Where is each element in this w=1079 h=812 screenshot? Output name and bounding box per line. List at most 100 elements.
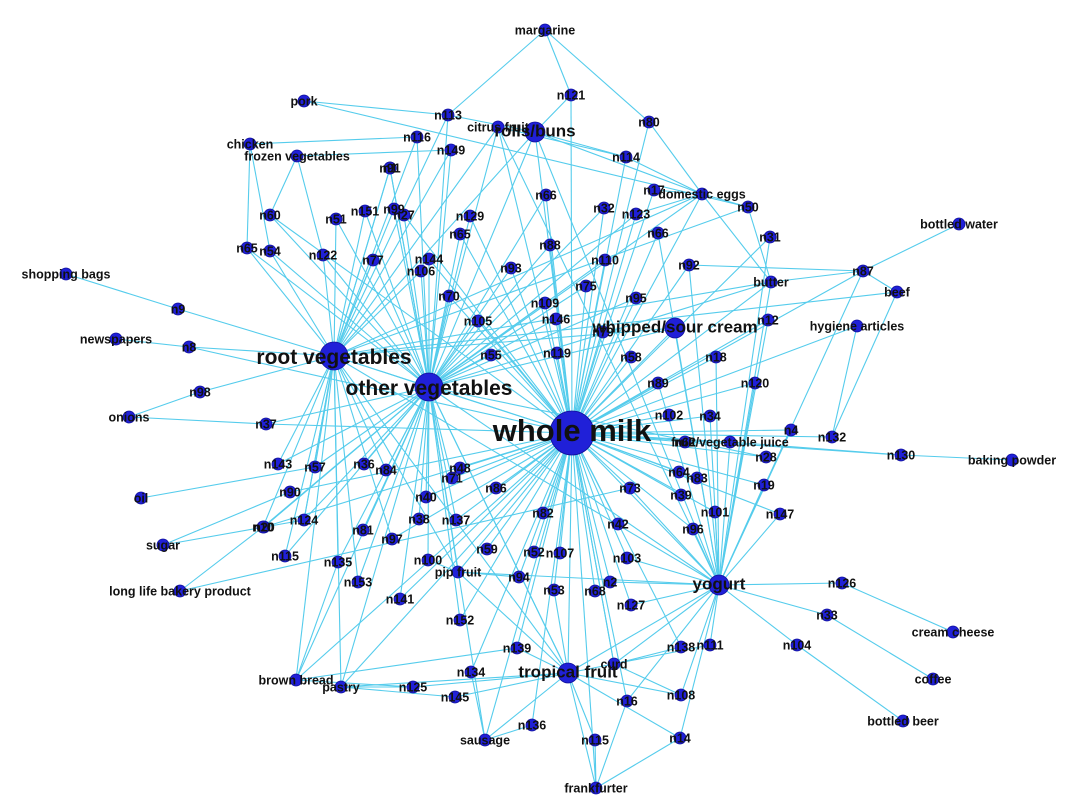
label-n121: n121 <box>557 89 586 103</box>
label-hygiene-articles: hygiene articles <box>810 320 905 334</box>
edge-whole_milk-yogurt <box>571 432 720 586</box>
node-n137 <box>449 513 463 527</box>
edge-n153-root_vegetables <box>333 355 359 583</box>
edge-n24-root_vegetables <box>303 355 335 521</box>
node-n93 <box>504 261 518 275</box>
node-rolls-buns <box>524 121 546 143</box>
edge-n108-yogurt <box>680 584 720 696</box>
edge-hygiene_articles-n132 <box>831 325 858 438</box>
edge-n2-whole_milk <box>571 432 611 583</box>
edge-frankfurter-n14 <box>595 737 681 789</box>
label-n105: n105 <box>464 315 493 329</box>
edge-tropical_fruit-n115 <box>567 672 596 741</box>
node-n53 <box>547 583 561 597</box>
label-n58: n58 <box>620 351 642 365</box>
edge-n129-whole_milk <box>469 215 573 434</box>
node-newspapers <box>109 332 123 346</box>
edge-n143-other_vegetables <box>277 386 430 465</box>
node-n101 <box>708 505 722 519</box>
node-n115 <box>588 733 602 747</box>
label-onions: onions <box>109 411 150 425</box>
edge-hygiene_articles-whole_milk <box>571 325 858 434</box>
edge-n54-root_vegetables <box>269 250 335 357</box>
node-n38 <box>412 512 426 526</box>
edge-n65b-whole_milk <box>459 233 573 434</box>
node-n57 <box>308 460 322 474</box>
label-n73: n73 <box>619 482 641 496</box>
edge-n113-root_vegetables <box>333 114 449 357</box>
node-n87 <box>856 264 870 278</box>
node-n138 <box>674 640 688 654</box>
node-n139 <box>510 641 524 655</box>
edge-n27a-other_vegetables <box>403 214 430 388</box>
node-n71 <box>445 471 459 485</box>
node-n136 <box>525 718 539 732</box>
label-n28: n28 <box>755 451 777 465</box>
label-n54: n54 <box>259 245 281 259</box>
node-n68 <box>588 584 602 598</box>
edge-n65-root_vegetables <box>246 247 335 357</box>
node-n60 <box>263 208 277 222</box>
edge-n34-whole_milk <box>571 415 711 434</box>
edge-n66b-yogurt <box>657 232 720 586</box>
edge-n101-whole_milk <box>571 432 716 513</box>
edge-whipped_sour_cream-root_vegetables <box>333 327 676 357</box>
edge-n53-tropical_fruit <box>553 589 569 674</box>
label-n135: n135 <box>324 556 353 570</box>
node-n127 <box>624 598 638 612</box>
label-n37: n37 <box>255 418 277 432</box>
edge-n106-other_vegetables <box>420 270 430 388</box>
node-n86 <box>489 481 503 495</box>
label-n122: n122 <box>309 249 338 263</box>
node-beef <box>890 285 904 299</box>
node-n89 <box>651 376 665 390</box>
label-n66b: n66 <box>647 227 669 241</box>
label-n149: n149 <box>437 144 466 158</box>
edge-n122-root_vegetables <box>322 254 335 357</box>
edge-n28-whole_milk <box>571 432 767 458</box>
label-bottled-water: bottled water <box>920 218 998 232</box>
node-root-vegetables <box>319 341 349 371</box>
node-n27a <box>397 208 411 222</box>
label-n108: n108 <box>667 689 696 703</box>
edge-n50-butter <box>747 206 772 283</box>
node-curd <box>607 657 621 671</box>
label-n132: n132 <box>818 431 847 445</box>
node-n80 <box>642 115 656 129</box>
edge-root_vegetables-other_vegetables <box>333 355 430 388</box>
edge-rolls_buns-domestic_eggs <box>534 131 703 195</box>
edge-n132-whole_milk <box>571 432 833 438</box>
node-n2 <box>603 575 617 589</box>
edge-n4-whole_milk <box>571 429 792 434</box>
node-n51 <box>329 212 343 226</box>
label-n99: n99 <box>383 203 405 217</box>
node-n16 <box>620 694 634 708</box>
label-curd: curd <box>600 658 627 672</box>
node-fruit-vegetable-juice <box>723 435 737 449</box>
label-long-life-bakery-product: long life bakery product <box>109 585 252 599</box>
node-n19 <box>757 478 771 492</box>
edge-n18-whole_milk <box>571 356 717 434</box>
edge-n99-root_vegetables <box>333 208 395 357</box>
label-frozen-vegetables: frozen vegetables <box>244 150 350 164</box>
edge-n151-other_vegetables <box>364 210 430 388</box>
node-n100 <box>421 553 435 567</box>
node-whipped-sour-cream <box>664 317 686 339</box>
edge-n65b-other_vegetables <box>428 233 461 388</box>
label-n97: n97 <box>381 533 403 547</box>
node-n151 <box>358 204 372 218</box>
node-tropical-fruit <box>557 662 579 684</box>
label-n9: n9 <box>171 303 186 317</box>
node-n4 <box>784 423 798 437</box>
node-n146 <box>549 312 563 326</box>
label-n139: n139 <box>503 642 532 656</box>
node-margarine <box>538 23 552 37</box>
edge-other_vegetables-whole_milk <box>428 386 573 434</box>
edge-curd-n108 <box>613 663 682 696</box>
node-n104 <box>790 638 804 652</box>
edge-yogurt-n147 <box>718 513 781 586</box>
node-pastry <box>334 680 348 694</box>
edge-n94-pip_fruit <box>457 571 520 578</box>
edge-n84-root_vegetables <box>333 355 387 471</box>
